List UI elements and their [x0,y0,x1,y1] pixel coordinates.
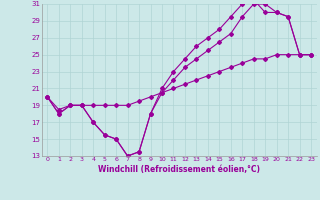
X-axis label: Windchill (Refroidissement éolien,°C): Windchill (Refroidissement éolien,°C) [98,165,260,174]
